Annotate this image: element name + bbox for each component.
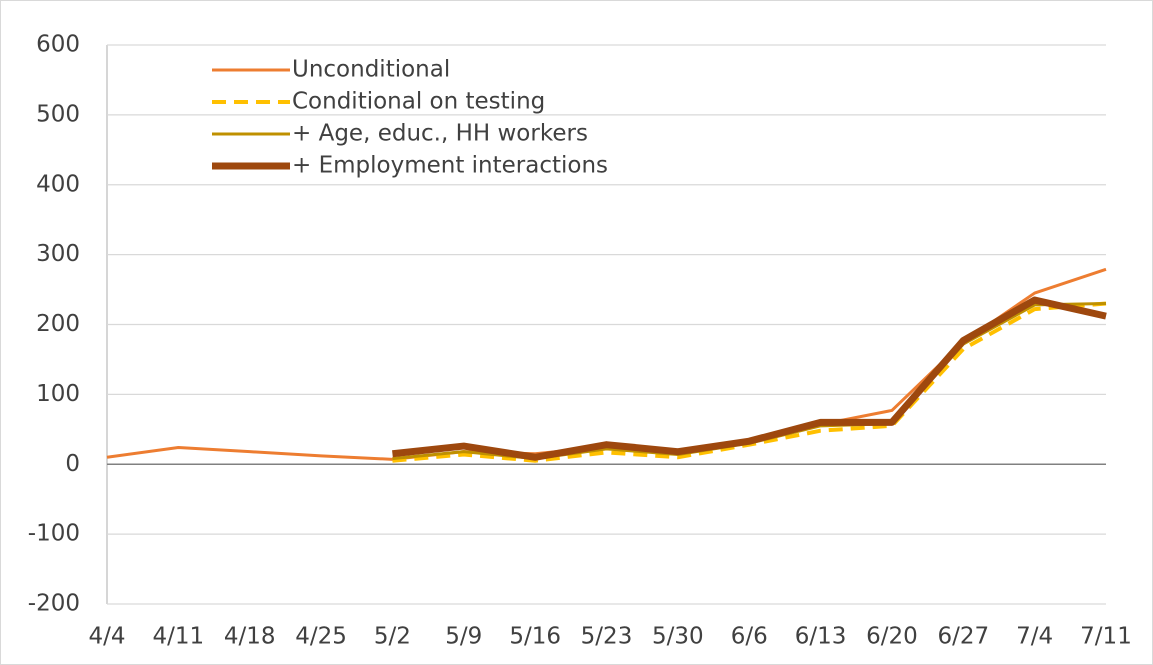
x-tick-label: 5/23 — [581, 624, 633, 650]
y-tick-label: 600 — [36, 32, 80, 58]
legend-label: Conditional on testing — [292, 89, 545, 115]
y-tick-label: 400 — [36, 171, 80, 197]
x-tick-label: 7/4 — [1016, 624, 1053, 650]
x-tick-label: 5/9 — [445, 624, 482, 650]
x-tick-label: 5/2 — [374, 624, 411, 650]
x-tick-label: 5/16 — [509, 624, 561, 650]
y-tick-label: -100 — [28, 521, 80, 547]
legend-label: Unconditional — [292, 57, 450, 83]
x-tick-label: 6/20 — [866, 624, 918, 650]
x-tick-label: 4/4 — [88, 624, 125, 650]
series-line — [392, 296, 1107, 461]
legend-label: + Employment interactions — [292, 153, 608, 179]
x-tick-label: 5/30 — [652, 624, 704, 650]
x-tick-label: 4/18 — [224, 624, 276, 650]
x-tick-label: 4/25 — [295, 624, 347, 650]
x-tick-label: 7/11 — [1080, 624, 1132, 650]
y-tick-label: 500 — [36, 101, 80, 127]
x-tick-label: 6/13 — [795, 624, 847, 650]
y-tick-label: -200 — [28, 591, 80, 617]
x-tick-label: 4/11 — [153, 624, 205, 650]
y-tick-label: 0 — [65, 451, 80, 477]
x-tick-label: 6/27 — [937, 624, 989, 650]
legend-label: + Age, educ., HH workers — [292, 121, 588, 147]
y-tick-label: 300 — [36, 241, 80, 267]
y-tick-label: 200 — [36, 311, 80, 337]
y-tick-label: 100 — [36, 381, 80, 407]
x-tick-label: 6/6 — [731, 624, 768, 650]
